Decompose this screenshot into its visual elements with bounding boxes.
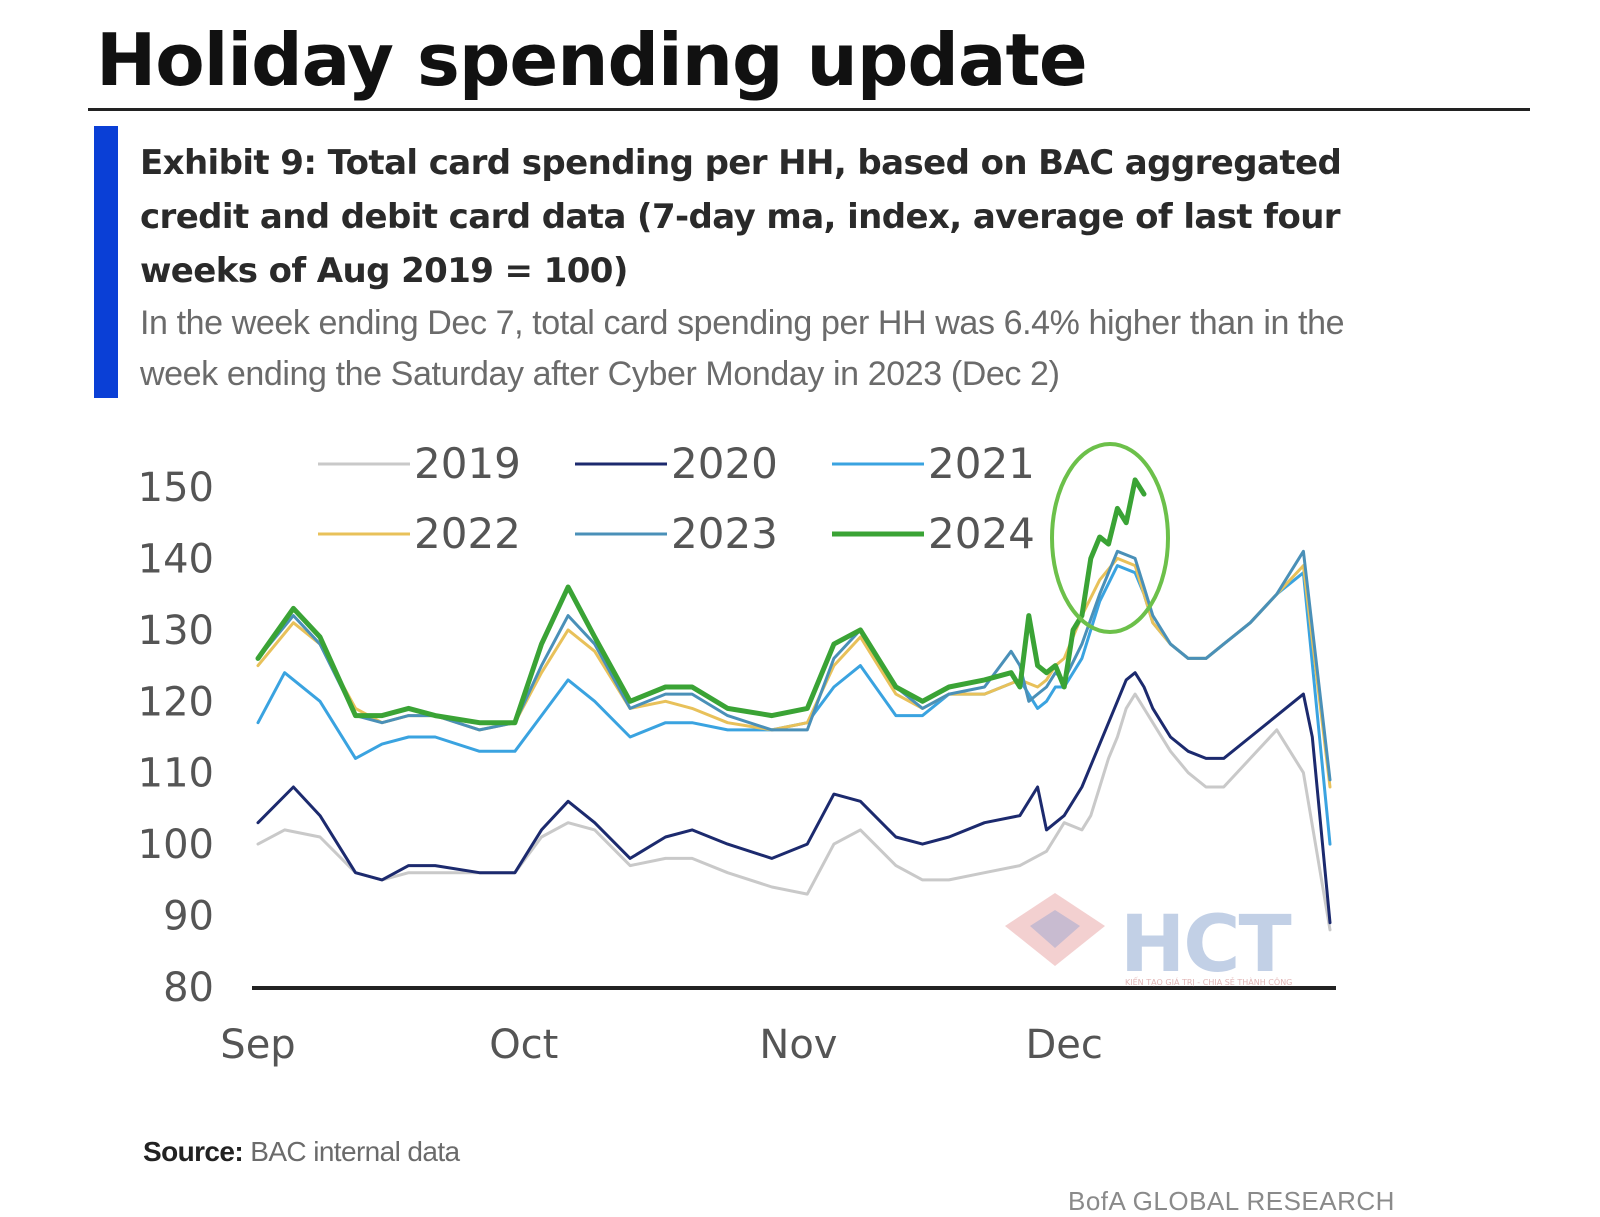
legend-label-2020: 2020 bbox=[671, 439, 778, 488]
source-label: Source: bbox=[143, 1136, 244, 1167]
exhibit-title: Exhibit 9: Total card spending per HH, b… bbox=[140, 143, 1342, 291]
series-layer bbox=[255, 477, 1332, 932]
source-text: BAC internal data bbox=[250, 1136, 460, 1167]
watermark-tagline: KIẾN TẠO GIÁ TRỊ - CHIA SẺ THÀNH CÔNG bbox=[1125, 978, 1293, 987]
y-tick-label: 110 bbox=[138, 751, 214, 797]
y-tick-label: 120 bbox=[138, 679, 214, 725]
x-tick-label: Nov bbox=[759, 1022, 837, 1068]
source-note: Source: BAC internal data bbox=[143, 1136, 460, 1168]
series-line-2021 bbox=[256, 564, 1332, 846]
y-tick-label: 150 bbox=[138, 465, 214, 511]
chart-legend: 2019 2020 2021 2022 2023 2024 bbox=[318, 439, 1035, 558]
diamond-logo-icon bbox=[1005, 893, 1105, 966]
series-line-2023 bbox=[256, 549, 1332, 782]
series-line-2022 bbox=[256, 556, 1332, 789]
legend-label-2022: 2022 bbox=[414, 509, 521, 558]
legend-label-2019: 2019 bbox=[414, 439, 521, 488]
y-tick-label: 90 bbox=[163, 894, 214, 940]
series-line-2020 bbox=[256, 671, 1332, 925]
title-divider bbox=[88, 108, 1530, 111]
watermark-text: HCT bbox=[1120, 900, 1292, 990]
y-tick-label: 130 bbox=[138, 608, 214, 654]
page-title: Holiday spending update bbox=[96, 18, 1088, 102]
legend-label-2021: 2021 bbox=[928, 439, 1035, 488]
y-tick-label: 100 bbox=[138, 822, 214, 868]
axis-layer: 80 90 100 110 120 130 140 150 Sep Oct Nov Dec bbox=[138, 465, 1336, 1068]
x-tick-label: Oct bbox=[489, 1022, 558, 1068]
legend-label-2023: 2023 bbox=[671, 509, 778, 558]
y-tick-label: 80 bbox=[163, 965, 214, 1011]
y-tick-label: 140 bbox=[138, 536, 214, 582]
exhibit-accent-bar bbox=[94, 126, 118, 398]
footer-brand: BofA GLOBAL RESEARCH bbox=[1068, 1186, 1395, 1216]
highlight-circle bbox=[1050, 442, 1170, 634]
x-tick-label: Sep bbox=[220, 1022, 295, 1068]
legend-label-2024: 2024 bbox=[928, 509, 1035, 558]
watermark: HCT KIẾN TẠO GIÁ TRỊ - CHIA SẺ THÀNH CÔN… bbox=[1000, 893, 1300, 990]
series-line-2024 bbox=[255, 477, 1147, 726]
x-tick-label: Dec bbox=[1026, 1022, 1103, 1068]
exhibit-subtitle: In the week ending Dec 7, total card spe… bbox=[140, 304, 1345, 393]
